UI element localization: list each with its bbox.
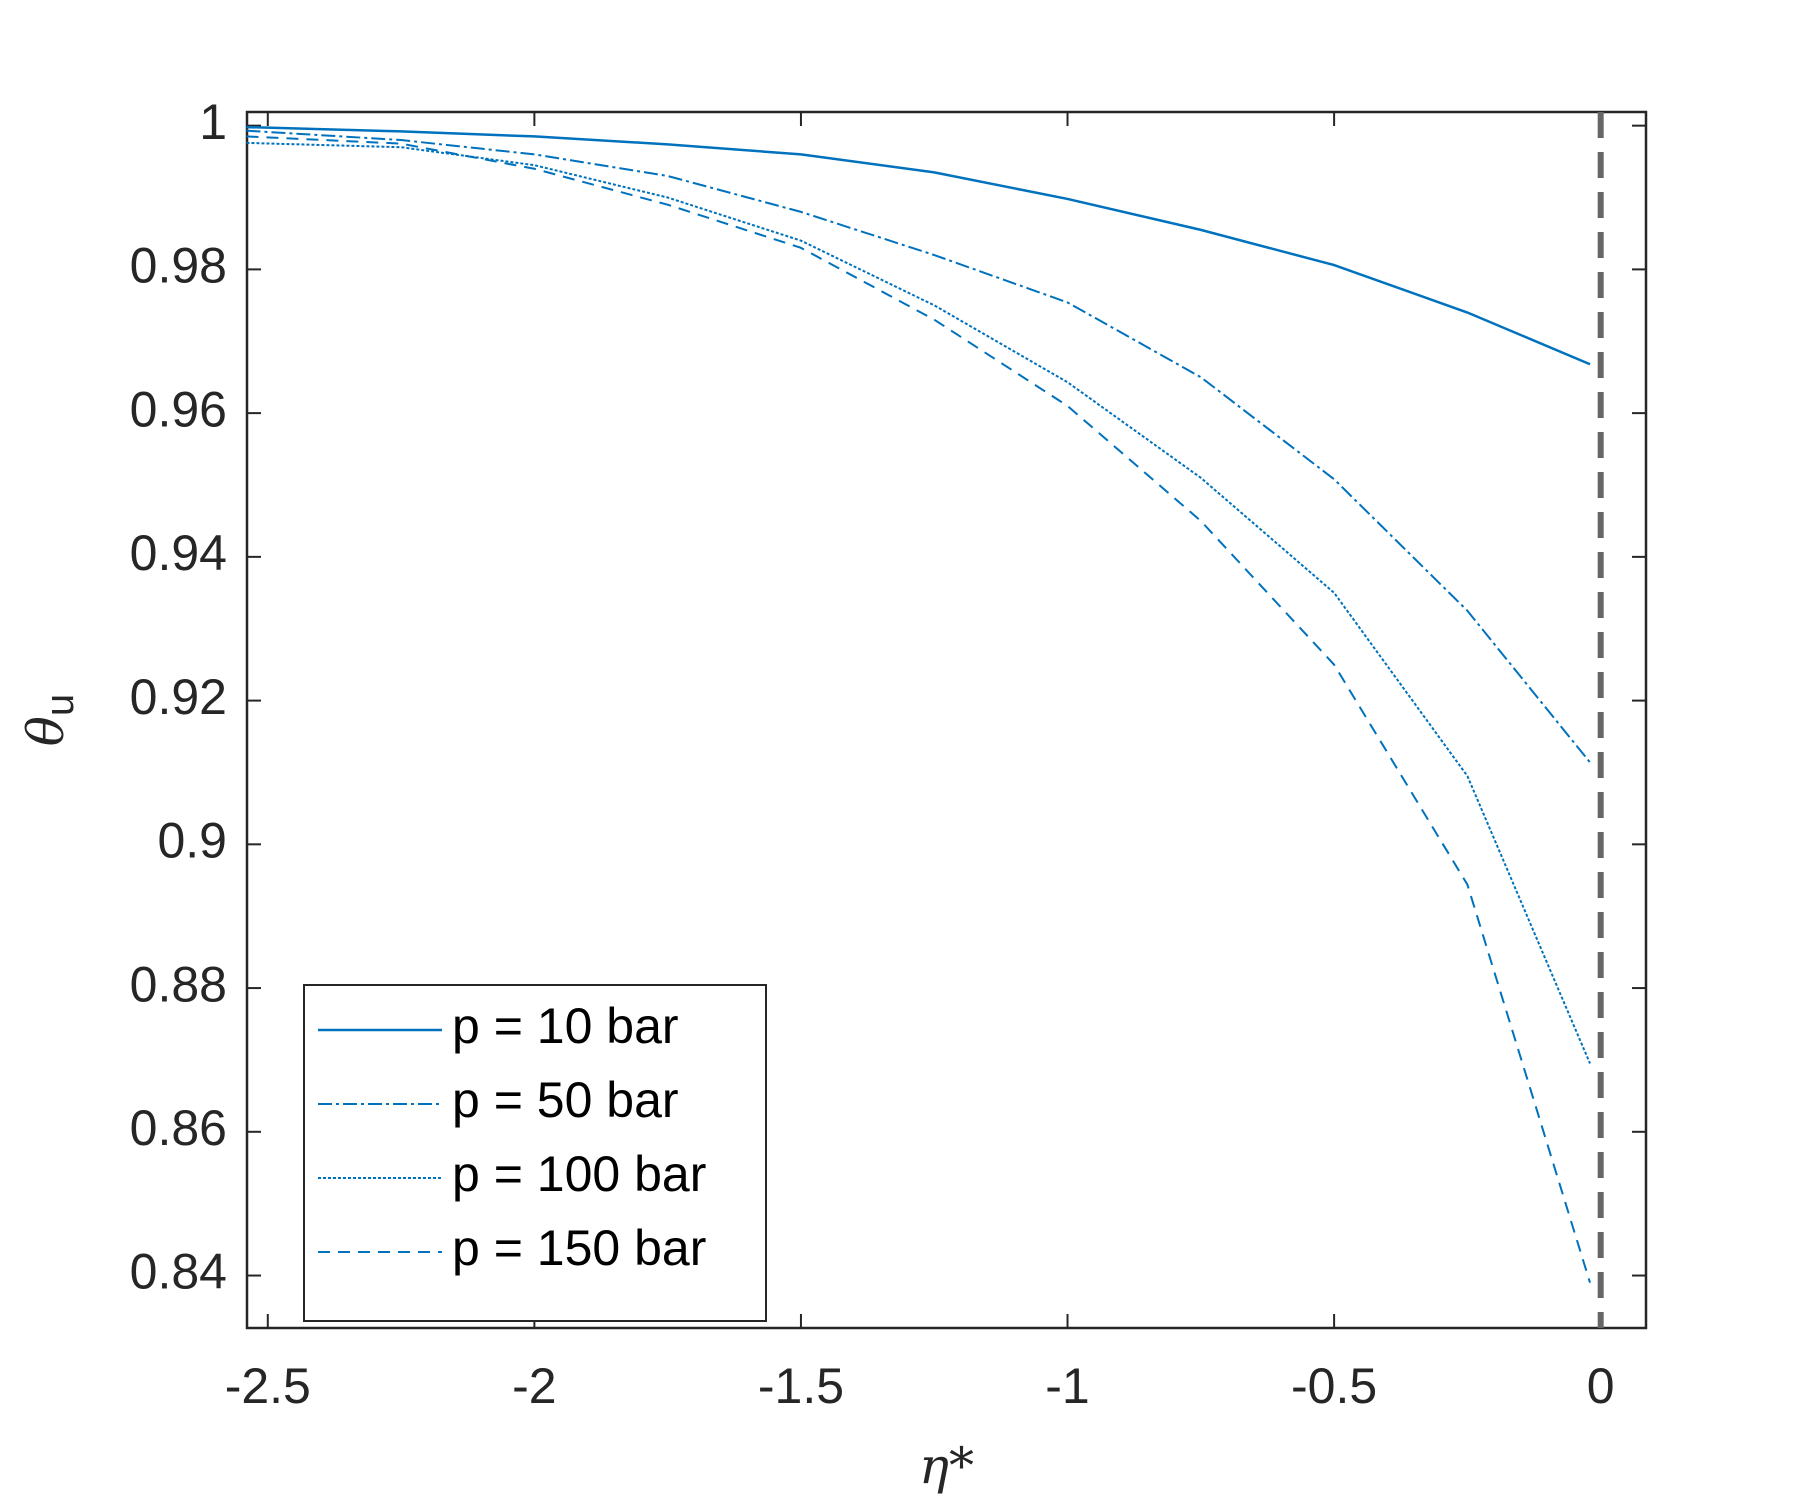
plot-frame — [245, 110, 1648, 1330]
series-line — [246, 129, 1591, 764]
y-tick-label: 0.9 — [157, 813, 227, 869]
x-tick-label: 0 — [1587, 1358, 1615, 1414]
y-axis-subscript: u — [38, 694, 82, 716]
x-tick-label: -1 — [1045, 1358, 1089, 1414]
y-tick-label: 1 — [199, 94, 227, 150]
x-tick-label: -0.5 — [1291, 1358, 1377, 1414]
series-line — [246, 125, 1591, 366]
x-tick-label: -1.5 — [758, 1358, 844, 1414]
x-tick-label: -2 — [512, 1358, 556, 1414]
y-tick-label: 0.96 — [130, 381, 227, 437]
legend-box — [303, 984, 767, 1322]
legend-label: p = 150 bar — [452, 1220, 706, 1276]
y-tick-label: 0.84 — [130, 1244, 227, 1300]
x-axis-label: η* — [919, 1437, 974, 1495]
x-tick-label: -2.5 — [225, 1358, 311, 1414]
legend-label: p = 50 bar — [452, 1072, 679, 1128]
y-tick-label: 0.94 — [130, 525, 227, 581]
series-line — [246, 135, 1591, 1284]
y-tick-label: 0.88 — [130, 956, 227, 1012]
y-tick-label: 0.92 — [130, 669, 227, 725]
y-tick-label: 0.86 — [130, 1100, 227, 1156]
legend-label: p = 10 bar — [452, 998, 679, 1054]
y-tick-label: 0.98 — [130, 238, 227, 294]
legend-label: p = 100 bar — [452, 1146, 706, 1202]
y-axis-label: θu — [17, 694, 82, 746]
y-axis-symbol: θ — [17, 716, 75, 746]
